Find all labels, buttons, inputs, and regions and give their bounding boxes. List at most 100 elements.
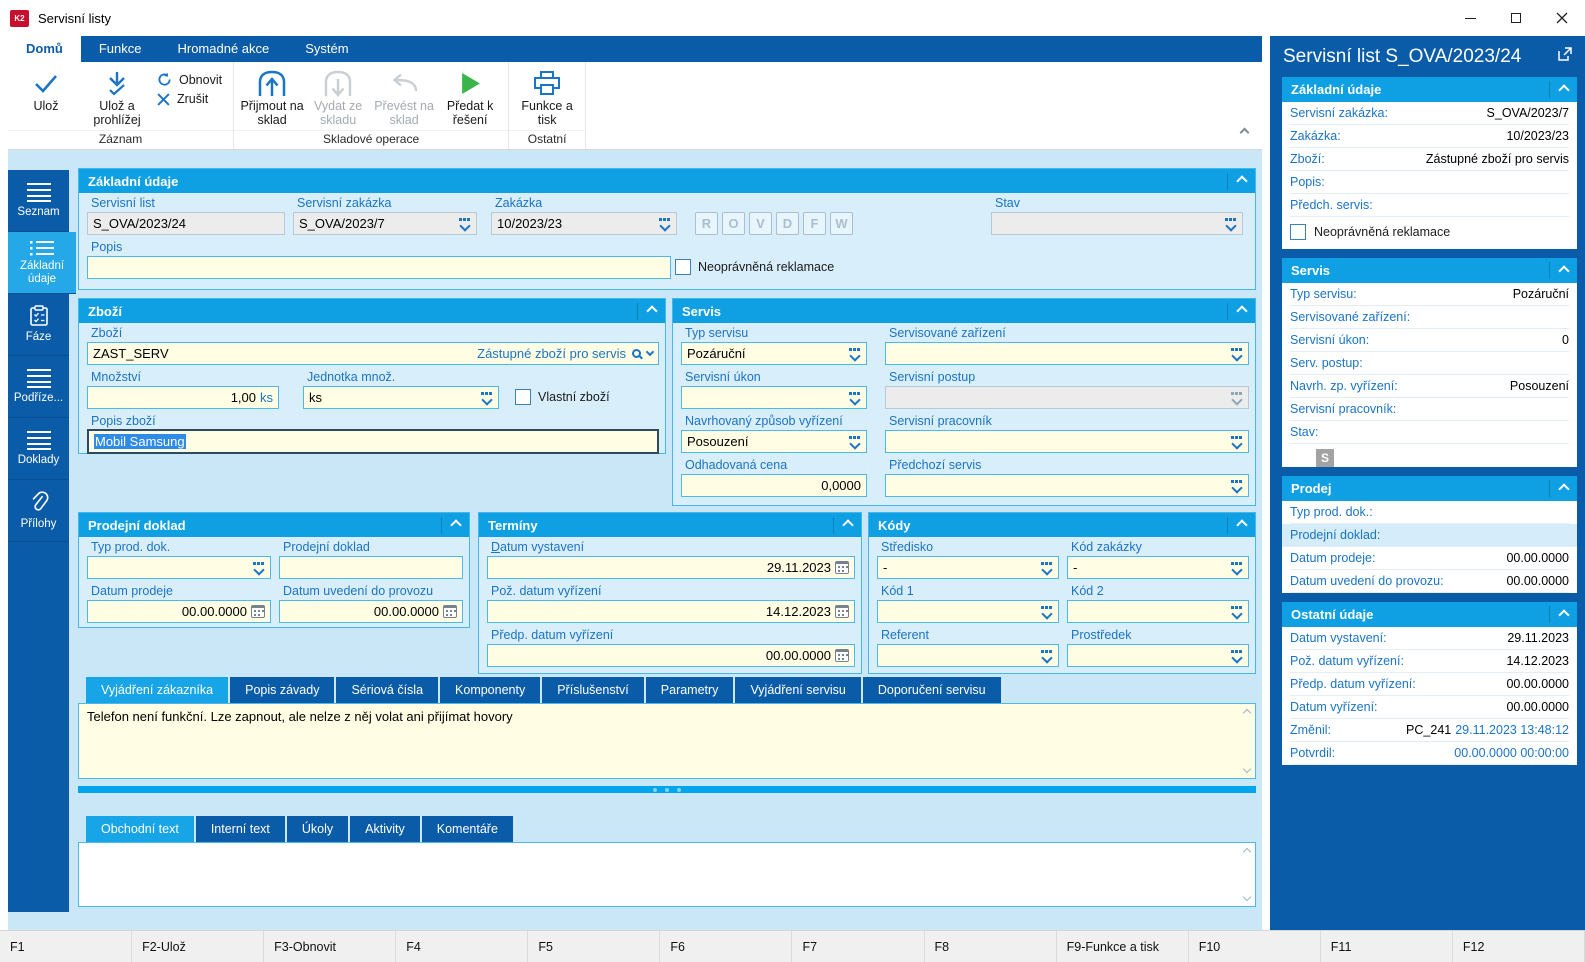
typ-prod-dok-field[interactable] (87, 556, 271, 579)
zakazka-field[interactable]: 10/2023/23 (491, 212, 677, 235)
statusbar-f8[interactable]: F8 (925, 931, 1057, 962)
ribbon-tab-funkce[interactable]: Funkce (98, 41, 142, 56)
neopravnena-reklamace-checkbox[interactable] (675, 259, 691, 275)
tab-komponenty[interactable]: Komponenty (440, 677, 541, 703)
panel-collapse-button[interactable] (834, 513, 861, 537)
tab-parametry[interactable]: Parametry (645, 677, 734, 703)
hand-over-button[interactable]: Předat k řešení (437, 64, 503, 130)
ribbon-tab-domu[interactable]: Domů (8, 36, 81, 62)
referent-field[interactable] (877, 644, 1059, 667)
panel-collapse-button[interactable] (442, 513, 469, 537)
tab-popis-zavady[interactable]: Popis závady (230, 677, 335, 703)
refresh-button[interactable]: Obnovit (157, 72, 222, 87)
servisni-zakazka-field[interactable]: S_OVA/2023/7 (293, 212, 477, 235)
dropdown-icon[interactable] (1040, 649, 1053, 662)
close-button[interactable] (1539, 0, 1585, 36)
statusbar-f10[interactable]: F10 (1189, 931, 1321, 962)
datum-vystaveni-field[interactable]: 29.11.2023 (487, 556, 855, 579)
save-and-view-button[interactable]: Ulož a prohlížej (79, 64, 155, 130)
calendar-icon[interactable] (251, 605, 265, 618)
functions-print-button[interactable]: Funkce a tisk (514, 64, 580, 130)
card-collapse-button[interactable] (1550, 476, 1577, 501)
dropdown-icon[interactable] (252, 561, 265, 574)
tab-aktivity[interactable]: Aktivity (350, 816, 420, 842)
predchozi-servis-field[interactable] (885, 474, 1249, 497)
minimize-button[interactable] (1447, 0, 1493, 36)
dropdown-icon[interactable] (1040, 561, 1053, 574)
statusbar-f1[interactable]: F1 (0, 931, 133, 962)
flag-button-v[interactable]: V (749, 212, 772, 235)
dropdown-icon[interactable] (658, 217, 671, 230)
neopravnena-reklamace-checkbox[interactable] (1290, 224, 1306, 240)
ribbon-collapse-button[interactable] (1239, 123, 1250, 141)
statusbar-f11[interactable]: F11 (1321, 931, 1453, 962)
navrhovany-zpusob-field[interactable]: Posouzení (681, 430, 867, 453)
detail-row-highlighted[interactable]: Prodejní doklad: (1282, 524, 1577, 547)
calendar-icon[interactable] (835, 561, 849, 574)
calendar-icon[interactable] (835, 605, 849, 618)
chevron-down-icon[interactable] (645, 347, 655, 357)
customer-statement-textarea[interactable]: Telefon není funkční. Lze zapnout, ale n… (78, 703, 1256, 779)
zbozi-field[interactable]: ZAST_SERV Zástupné zboží pro servis (87, 342, 659, 365)
prostredek-field[interactable] (1067, 644, 1249, 667)
kod2-field[interactable] (1067, 600, 1249, 623)
scroll-up-icon[interactable] (1242, 847, 1252, 857)
datum-prodeje-field[interactable]: 00.00.0000 (87, 600, 271, 623)
poz-datum-field[interactable]: 14.12.2023 (487, 600, 855, 623)
panel-collapse-button[interactable] (1228, 513, 1255, 537)
prodejni-doklad-field[interactable] (279, 556, 463, 579)
ribbon-tab-system[interactable]: Systém (305, 41, 349, 56)
statusbar-f2-save[interactable]: F2-Ulož (132, 931, 265, 962)
predp-datum-field[interactable]: 00.00.0000 (487, 644, 855, 667)
sidebar-item-prilohy[interactable]: Přílohy (8, 480, 69, 542)
flag-button-d[interactable]: D (776, 212, 799, 235)
search-icon[interactable] (632, 349, 641, 358)
splitter-handle[interactable] (78, 786, 1256, 793)
panel-collapse-button[interactable] (1228, 169, 1255, 193)
card-collapse-button[interactable] (1550, 602, 1577, 627)
dropdown-icon[interactable] (1230, 479, 1243, 492)
kod1-field[interactable] (877, 600, 1059, 623)
card-collapse-button[interactable] (1550, 258, 1577, 283)
dropdown-icon[interactable] (1230, 605, 1243, 618)
flag-button-f[interactable]: F (803, 212, 826, 235)
dropdown-icon[interactable] (480, 391, 493, 404)
scroll-up-icon[interactable] (1242, 708, 1252, 718)
jednotka-field[interactable]: ks (303, 386, 499, 409)
dropdown-icon[interactable] (848, 435, 861, 448)
statusbar-f3-refresh[interactable]: F3-Obnovit (264, 931, 397, 962)
flag-button-o[interactable]: O (722, 212, 745, 235)
sidebar-item-zakladni-udaje[interactable]: Základní údaje (8, 232, 76, 294)
dropdown-icon[interactable] (1040, 605, 1053, 618)
popis-zbozi-field[interactable]: Mobil Samsung (87, 429, 659, 454)
servisovane-zarizeni-field[interactable] (885, 342, 1249, 365)
ribbon-tab-hromadne-akce[interactable]: Hromadné akce (177, 41, 270, 56)
panel-collapse-button[interactable] (1228, 299, 1255, 323)
calendar-icon[interactable] (443, 605, 457, 618)
tab-komentare[interactable]: Komentáře (421, 816, 513, 842)
sidebar-item-faze[interactable]: Fáze (8, 294, 69, 356)
mnozstvi-field[interactable]: 1,00 ks (87, 386, 279, 409)
scroll-down-icon[interactable] (1242, 892, 1252, 902)
tab-prislusenstvi[interactable]: Příslušenství (542, 677, 644, 703)
statusbar-f4[interactable]: F4 (396, 931, 529, 962)
stredisko-field[interactable]: - (877, 556, 1059, 579)
business-text-textarea[interactable] (78, 842, 1256, 907)
servisni-ukon-field[interactable] (681, 386, 867, 409)
calendar-icon[interactable] (835, 649, 849, 662)
statusbar-f6[interactable]: F6 (660, 931, 793, 962)
scroll-down-icon[interactable] (1242, 764, 1252, 774)
tab-doporuceni-servisu[interactable]: Doporučení servisu (862, 677, 1001, 703)
typ-servisu-field[interactable]: Pozáruční (681, 342, 867, 365)
sidebar-item-doklady[interactable]: Doklady (8, 418, 69, 480)
dropdown-icon[interactable] (848, 391, 861, 404)
vlastni-zbozi-checkbox[interactable] (515, 389, 531, 405)
maximize-button[interactable] (1493, 0, 1539, 36)
odhadovana-cena-field[interactable]: 0,0000 (681, 474, 867, 497)
stav-field[interactable] (991, 212, 1243, 235)
servisni-list-field[interactable]: S_OVA/2023/24 (87, 212, 285, 235)
tab-interni-text[interactable]: Interní text (195, 816, 285, 842)
statusbar-f12[interactable]: F12 (1453, 931, 1585, 962)
servisni-pracovnik-field[interactable] (885, 430, 1249, 453)
panel-collapse-button[interactable] (638, 299, 665, 323)
